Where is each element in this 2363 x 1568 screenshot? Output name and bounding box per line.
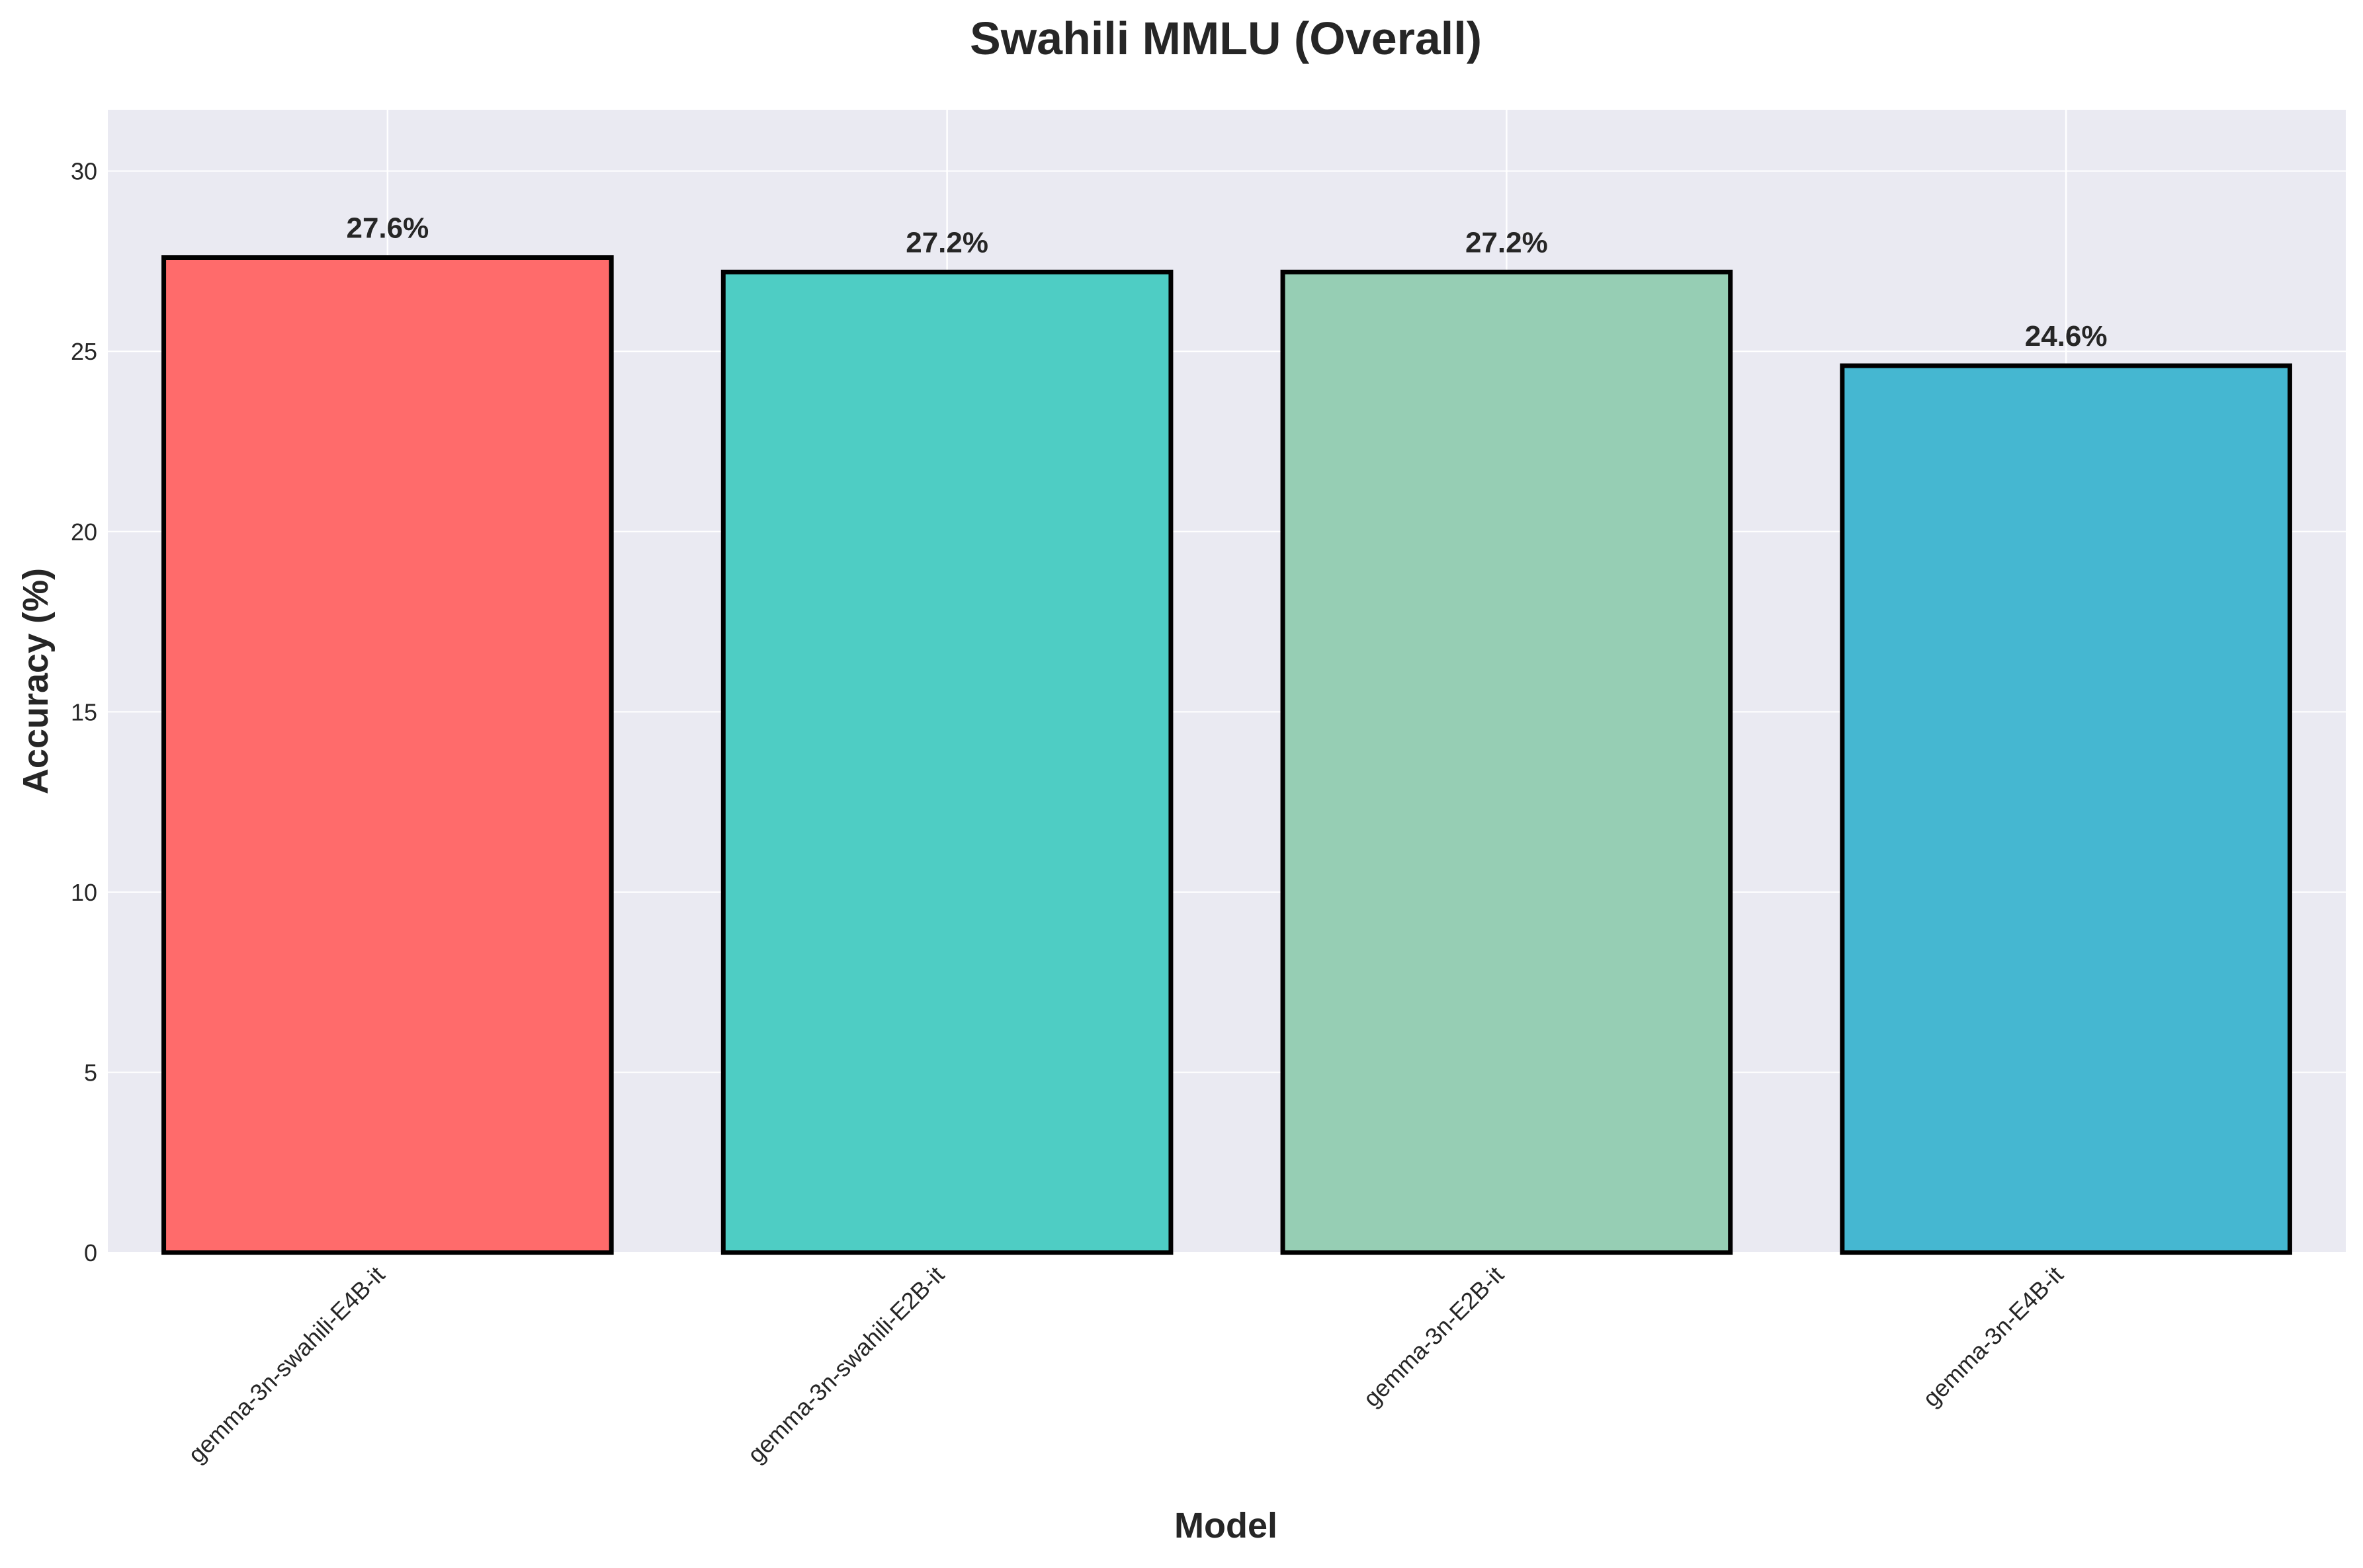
bar-value-label: 27.2% <box>906 226 988 259</box>
y-axis-ticks: 0 5 10 15 20 25 30 <box>71 158 97 1266</box>
bar-gemma-3n-E2B-it <box>1280 269 1733 1255</box>
x-tick-label: gemma-3n-swahili-E2B-it <box>742 1261 949 1468</box>
bars <box>161 255 2292 1255</box>
y-tick-label: 20 <box>71 518 97 546</box>
y-tick-label: 5 <box>84 1059 97 1086</box>
x-axis-ticks: gemma-3n-swahili-E4B-it gemma-3n-swahili-… <box>183 1261 2069 1468</box>
bar-gemma-3n-swahili-E4B-it <box>161 255 614 1255</box>
bar-value-label: 27.2% <box>1465 226 1548 259</box>
bar-value-label: 24.6% <box>2025 320 2108 352</box>
y-axis-label: Accuracy (%) <box>16 568 56 794</box>
y-tick-label: 25 <box>71 338 97 365</box>
y-tick-label: 15 <box>71 698 97 725</box>
y-tick-label: 30 <box>71 158 97 185</box>
x-axis-label: Model <box>1174 1506 1277 1546</box>
x-tick-label: gemma-3n-E2B-it <box>1358 1261 1509 1412</box>
bar-gemma-3n-E4B-it <box>1840 363 2292 1255</box>
x-tick-label: gemma-3n-swahili-E4B-it <box>183 1261 390 1468</box>
y-tick-label: 10 <box>71 879 97 906</box>
chart-title: Swahili MMLU (Overall) <box>970 13 1482 64</box>
x-tick-label: gemma-3n-E4B-it <box>1917 1261 2068 1412</box>
y-tick-label: 0 <box>84 1239 97 1266</box>
bar-value-label: 27.6% <box>346 212 429 244</box>
value-labels: 27.6% 27.2% 27.2% 24.6% <box>346 212 2107 352</box>
bar-gemma-3n-swahili-E2B-it <box>720 269 1174 1255</box>
